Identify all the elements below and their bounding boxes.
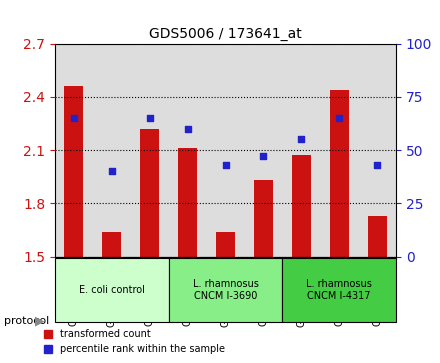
Bar <box>206 44 245 257</box>
Point <box>146 115 153 121</box>
Bar <box>131 44 169 257</box>
Text: L. rhamnosus
CNCM I-3690: L. rhamnosus CNCM I-3690 <box>193 279 258 301</box>
Bar <box>245 44 282 257</box>
FancyBboxPatch shape <box>55 258 169 322</box>
Bar <box>55 44 93 257</box>
Point <box>184 126 191 132</box>
Bar <box>178 148 197 257</box>
Legend: transformed count, percentile rank within the sample: transformed count, percentile rank withi… <box>40 326 228 358</box>
Bar <box>216 232 235 257</box>
Bar <box>103 232 121 257</box>
Text: protocol: protocol <box>4 316 50 326</box>
Point <box>298 136 305 142</box>
Point <box>222 162 229 168</box>
FancyBboxPatch shape <box>169 258 282 322</box>
Point <box>108 168 115 174</box>
Title: GDS5006 / 173641_at: GDS5006 / 173641_at <box>149 27 302 41</box>
Bar <box>65 86 84 257</box>
Text: ▶: ▶ <box>35 315 45 328</box>
Point <box>374 162 381 168</box>
Bar <box>330 90 348 257</box>
Bar <box>282 44 320 257</box>
Bar <box>93 44 131 257</box>
Bar <box>140 129 159 257</box>
Bar <box>169 44 206 257</box>
Bar <box>358 44 396 257</box>
Point <box>260 154 267 159</box>
Bar <box>320 44 358 257</box>
FancyBboxPatch shape <box>282 258 396 322</box>
Text: L. rhamnosus
CNCM I-4317: L. rhamnosus CNCM I-4317 <box>306 279 372 301</box>
Point <box>70 115 77 121</box>
Text: E. coli control: E. coli control <box>79 285 145 295</box>
Bar <box>254 180 273 257</box>
Bar <box>292 155 311 257</box>
Point <box>336 115 343 121</box>
Bar <box>367 216 386 257</box>
